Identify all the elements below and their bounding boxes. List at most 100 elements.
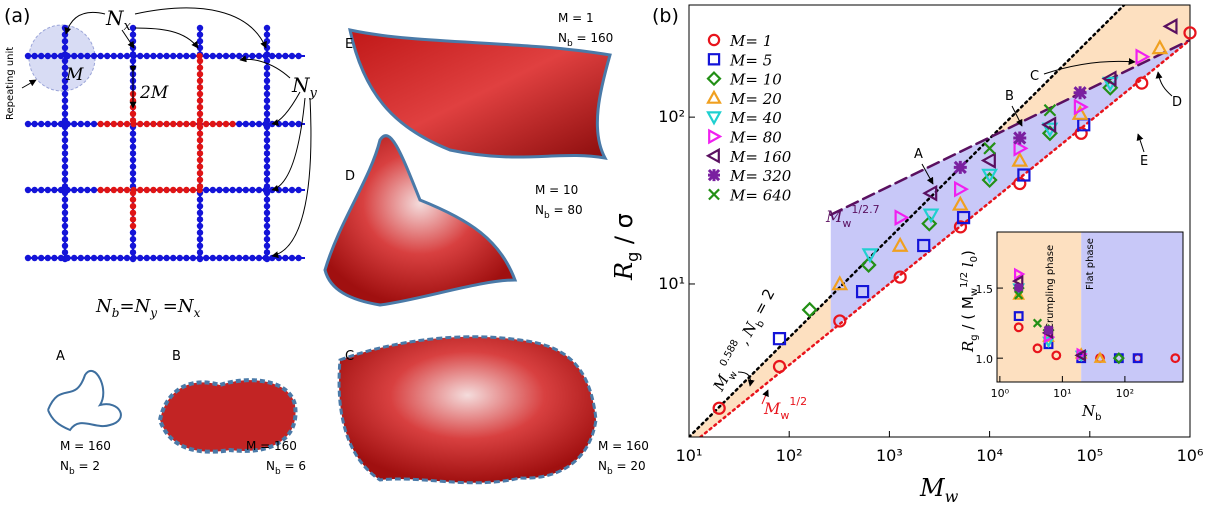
bead [262, 254, 269, 262]
bead [263, 222, 271, 230]
y-tick-label: 10² [658, 107, 685, 126]
bead [156, 52, 164, 60]
bead [196, 163, 204, 170]
bead [288, 186, 296, 194]
phase-label: Flat phase [1085, 238, 1096, 290]
bead [61, 71, 69, 78]
marker [894, 209, 910, 226]
bead [282, 52, 289, 60]
marker [1032, 318, 1043, 328]
phase-region [997, 232, 1082, 382]
bead [61, 236, 69, 243]
bead [249, 120, 256, 128]
arrow [1136, 133, 1145, 153]
bead [196, 196, 204, 203]
arrow [921, 163, 934, 185]
arrow [21, 79, 37, 89]
bead [196, 249, 204, 256]
bead [137, 186, 144, 194]
bead [249, 254, 256, 262]
bead [61, 229, 69, 236]
marker [712, 401, 726, 415]
bead [61, 110, 69, 118]
bead [263, 163, 271, 170]
arrow [1043, 58, 1136, 75]
bead [196, 137, 204, 144]
bead [129, 44, 137, 51]
bead [249, 186, 256, 194]
bead [196, 186, 203, 194]
marker [1013, 283, 1024, 293]
y-tick-label: 10¹ [658, 274, 685, 293]
panel-label: (a) [4, 5, 30, 27]
bead [38, 120, 45, 128]
bead [129, 64, 137, 71]
bead [163, 52, 170, 60]
bead [282, 186, 289, 194]
bead [51, 52, 58, 60]
bead [196, 254, 203, 262]
bead [61, 84, 69, 91]
bead [117, 254, 124, 262]
bead [97, 120, 104, 128]
bead [275, 254, 282, 262]
bead [196, 143, 204, 150]
marker [772, 359, 787, 374]
bead [255, 120, 263, 128]
marker [922, 208, 940, 224]
marker [1013, 322, 1024, 333]
bead [295, 186, 302, 194]
bead [123, 186, 131, 194]
bead [269, 52, 276, 60]
bead [129, 196, 137, 203]
bead [97, 254, 104, 262]
bead [90, 52, 98, 60]
bead [129, 249, 137, 256]
bead [222, 186, 230, 194]
phase-label: Crumpling phase [1045, 245, 1056, 330]
bead [242, 186, 249, 194]
bead [216, 186, 223, 194]
nx-arrows [64, 7, 267, 49]
marker [981, 171, 998, 189]
bead [196, 104, 204, 111]
snapshot-m: M = 160 [598, 439, 649, 453]
bead [61, 64, 69, 71]
marker [922, 184, 938, 202]
bead [150, 52, 157, 60]
bead [196, 110, 204, 118]
inset-x-label: Nb [1081, 402, 1101, 423]
x-tick-label: 10² [776, 446, 803, 465]
legend-label: M= 320 [729, 167, 792, 185]
bead [163, 120, 170, 128]
bead [263, 24, 271, 32]
y-tick-label: 1.5 [976, 283, 994, 296]
fit-label: Mw1/2 [763, 395, 807, 422]
bead [38, 254, 45, 262]
bead [196, 216, 204, 223]
bead [163, 186, 170, 194]
bead [110, 52, 118, 60]
bead [209, 52, 216, 60]
arrow [737, 371, 755, 387]
bead [295, 52, 302, 60]
bead [275, 52, 282, 60]
bead [57, 52, 65, 60]
bead [57, 254, 65, 262]
x-tick-label: 10⁶ [1177, 446, 1204, 465]
x-tick-label: 10³ [876, 446, 903, 465]
marker [1011, 274, 1024, 288]
bead [143, 52, 150, 60]
x-axis-label: Mw [919, 474, 959, 506]
bead [196, 209, 204, 216]
two-m-label: 2M [139, 83, 169, 103]
bead [236, 254, 243, 262]
bead [64, 186, 71, 194]
bead [77, 52, 85, 60]
bead [137, 254, 144, 262]
bead [209, 254, 216, 262]
bead [170, 186, 177, 194]
bead [57, 186, 65, 194]
bead [84, 254, 91, 262]
snapshot-nb: Nb = 2 [60, 459, 100, 477]
